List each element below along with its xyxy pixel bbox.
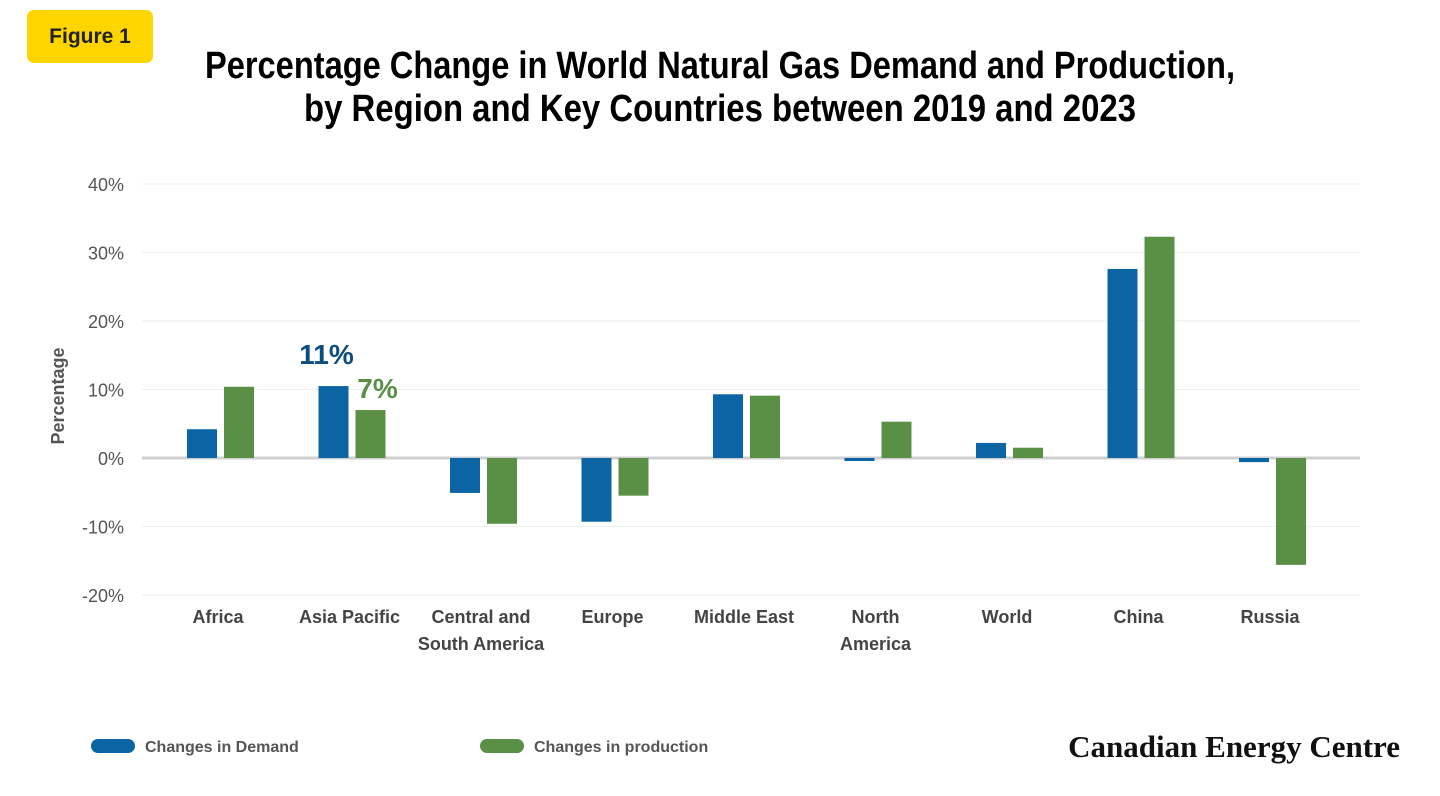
x-tick-label: America bbox=[840, 634, 912, 654]
bar-demand bbox=[844, 458, 875, 461]
data-label: 7% bbox=[357, 373, 398, 404]
bar-production bbox=[1013, 447, 1043, 458]
x-tick-label: Russia bbox=[1240, 607, 1300, 627]
bar-demand bbox=[318, 386, 349, 458]
x-tick-label: Asia Pacific bbox=[299, 607, 400, 627]
bar-production bbox=[1144, 236, 1175, 458]
bar-production bbox=[224, 386, 254, 458]
bar-demand bbox=[976, 442, 1006, 458]
chart-title-line-1: Percentage Change in World Natural Gas D… bbox=[205, 45, 1235, 87]
figure-badge-label: Figure 1 bbox=[49, 25, 131, 48]
figure-badge: Figure 1 bbox=[27, 10, 153, 63]
bar-production bbox=[618, 458, 649, 496]
legend-swatch-production bbox=[480, 739, 524, 753]
y-tick-label: -20% bbox=[82, 586, 124, 606]
brand-logo: Canadian Energy Centre bbox=[1068, 729, 1400, 764]
x-tick-label: China bbox=[1113, 607, 1164, 627]
bar-demand bbox=[187, 429, 217, 458]
legend-label-production: Changes in production bbox=[534, 739, 708, 756]
x-tick-label: Middle East bbox=[694, 607, 794, 627]
data-label: 11% bbox=[299, 339, 354, 370]
y-tick-label: 0% bbox=[98, 449, 124, 469]
x-tick-label: South America bbox=[418, 634, 545, 654]
bar-demand bbox=[1239, 458, 1269, 463]
figure-badge-bg bbox=[27, 10, 153, 63]
bar-production bbox=[881, 421, 912, 458]
y-tick-label: -10% bbox=[82, 518, 124, 538]
legend-swatch-demand bbox=[91, 739, 135, 753]
bar-demand bbox=[450, 458, 480, 493]
bar-production bbox=[355, 410, 386, 458]
bar-demand bbox=[713, 394, 743, 458]
y-tick-label: 40% bbox=[88, 175, 124, 195]
bar-production bbox=[1276, 458, 1306, 565]
y-tick-label: 20% bbox=[88, 312, 124, 332]
y-tick-label: 10% bbox=[88, 381, 124, 401]
y-tick-label: 30% bbox=[88, 244, 124, 264]
x-tick-label: North bbox=[852, 607, 900, 627]
x-tick-label: Africa bbox=[192, 607, 244, 627]
x-tick-label: Europe bbox=[581, 607, 643, 627]
y-axis-label: Percentage bbox=[48, 347, 68, 444]
chart-title-line-2: by Region and Key Countries between 2019… bbox=[304, 88, 1136, 130]
bar-demand bbox=[581, 458, 612, 522]
x-tick-label: Central and bbox=[431, 607, 530, 627]
x-tick-label: World bbox=[982, 607, 1033, 627]
legend-label-demand: Changes in Demand bbox=[145, 739, 299, 756]
bar-production bbox=[487, 458, 517, 524]
bar-production bbox=[750, 395, 780, 458]
bar-demand bbox=[1107, 268, 1138, 458]
legend: Changes in Demand Changes in production bbox=[91, 739, 708, 756]
